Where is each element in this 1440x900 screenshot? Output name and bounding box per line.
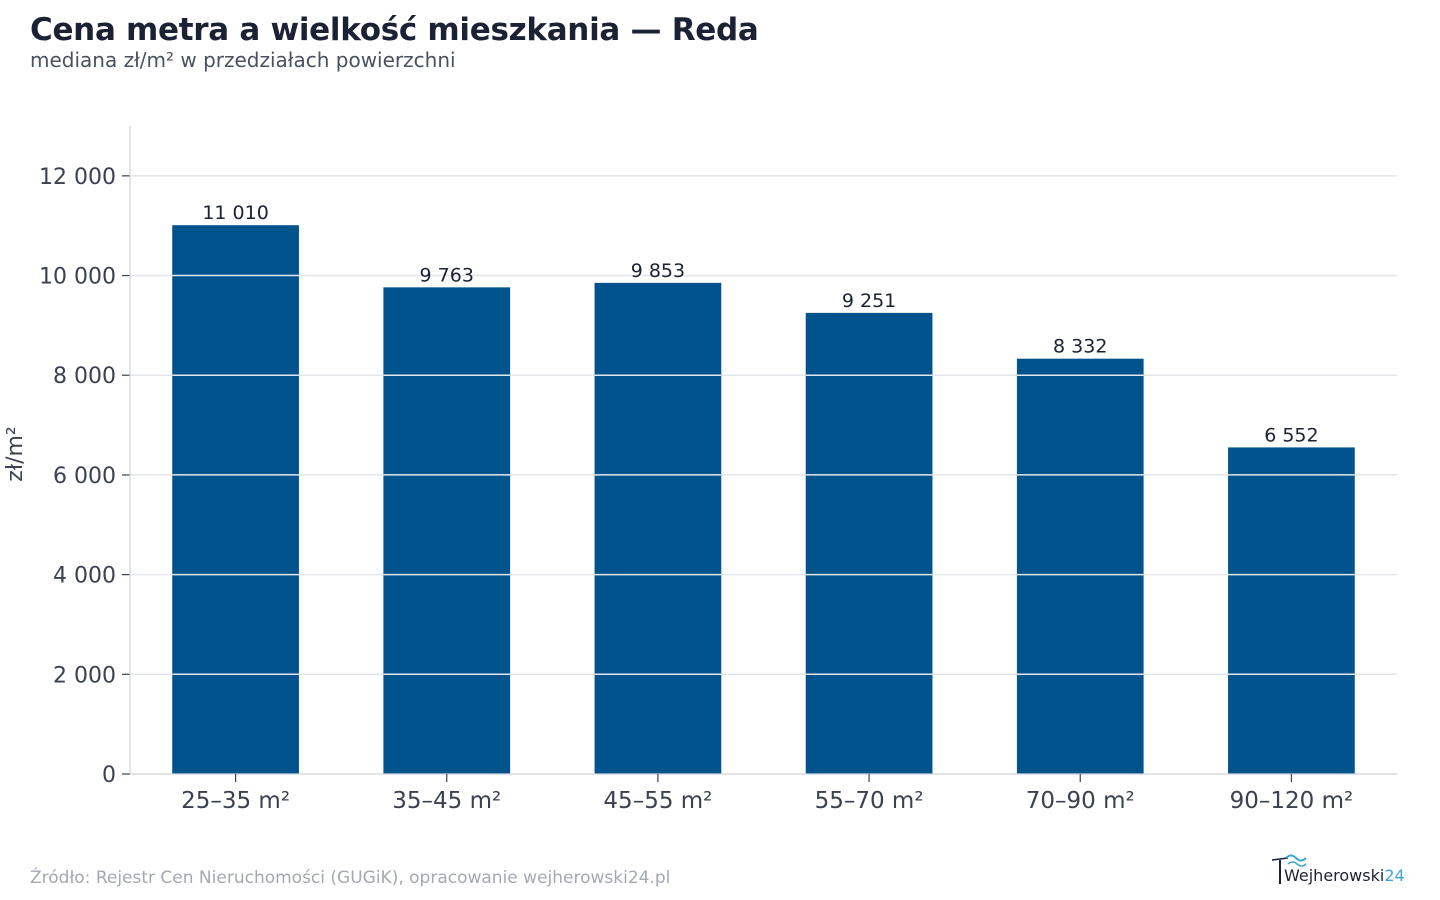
bar (383, 287, 511, 774)
data-label: 9 853 (631, 260, 685, 282)
y-tick-label: 6 000 (53, 464, 116, 489)
logo-text: Wejherowski24 (1284, 866, 1405, 885)
bar (1228, 447, 1355, 774)
data-label: 9 251 (842, 290, 896, 312)
data-label: 11 010 (202, 202, 268, 224)
source-note: Źródło: Rejestr Cen Nieruchomości (GUGiK… (30, 868, 671, 888)
y-axis-label: zł/m² (3, 426, 28, 481)
y-tick-label: 8 000 (53, 364, 116, 389)
bar (594, 282, 722, 774)
x-tick-label: 55–70 m² (815, 788, 924, 814)
data-label: 9 763 (420, 264, 474, 286)
labels: 11 010 9 763 9 853 9 251 8 332 6 552 (202, 202, 1318, 446)
axes: 0 2 000 4 000 6 000 8 000 10 000 12 000 25–35 m… (3, 126, 1397, 814)
bar (805, 312, 933, 774)
x-tick-label: 70–90 m² (1026, 788, 1135, 814)
logo-name: Wejherowski (1284, 866, 1385, 885)
y-tick-label: 0 (102, 763, 116, 788)
grid-lines (130, 175, 1397, 676)
chart-title: Cena metra a wielkość mieszkania — Reda (30, 12, 759, 48)
y-tick-label: 4 000 (53, 564, 116, 589)
windmill-icon (1271, 854, 1307, 884)
y-tick-label: 12 000 (39, 165, 116, 190)
y-tick-label: 10 000 (39, 265, 116, 290)
data-label: 8 332 (1053, 336, 1107, 358)
brand-logo[interactable]: Wejherowski24 (1268, 852, 1418, 888)
y-tick-label: 2 000 (53, 663, 116, 688)
x-tick-label: 25–35 m² (181, 788, 290, 814)
data-label: 6 552 (1264, 424, 1318, 446)
x-tick-label: 35–45 m² (392, 788, 501, 814)
chart-subtitle: mediana zł/m² w przedziałach powierzchni (30, 48, 456, 72)
bars (172, 225, 1355, 774)
x-tick-label: 90–120 m² (1230, 788, 1354, 814)
bar (172, 225, 299, 774)
bar (1016, 358, 1144, 774)
logo-suffix: 24 (1384, 866, 1405, 885)
x-tick-label: 45–55 m² (603, 788, 712, 814)
